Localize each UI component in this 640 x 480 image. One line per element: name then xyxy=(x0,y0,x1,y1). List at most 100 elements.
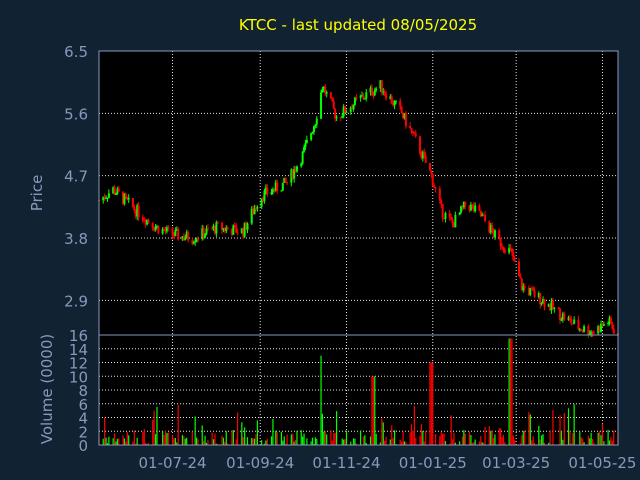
volume-bar xyxy=(365,442,367,445)
volume-bar xyxy=(600,435,602,445)
candle-body xyxy=(557,307,560,309)
candle-body xyxy=(195,238,198,242)
volume-bar xyxy=(463,430,465,445)
volume-bar xyxy=(266,438,268,445)
candle-body xyxy=(540,303,543,305)
volume-bar xyxy=(280,431,283,445)
candle-body xyxy=(414,133,417,137)
candle-body xyxy=(513,259,516,262)
volume-bar xyxy=(335,411,338,445)
candle-body xyxy=(392,103,395,106)
candle-body xyxy=(519,276,522,279)
volume-bar xyxy=(252,438,254,445)
candle-body xyxy=(290,169,293,183)
candle-body xyxy=(563,313,566,320)
volume-bar xyxy=(542,434,544,445)
volume-bar xyxy=(118,438,120,445)
candle-body xyxy=(550,301,553,311)
candle-body xyxy=(232,225,235,235)
candle-body xyxy=(393,101,396,106)
candle-body xyxy=(221,222,224,231)
candle-body xyxy=(242,228,245,237)
candle-body xyxy=(363,98,366,100)
volume-bar xyxy=(570,443,572,445)
candle-body xyxy=(202,228,205,238)
price-candles xyxy=(98,80,619,338)
volume-bar xyxy=(352,438,355,445)
candle-body xyxy=(235,225,238,233)
candle-body xyxy=(588,333,591,335)
volume-bar xyxy=(331,440,333,445)
candle-body xyxy=(212,225,215,229)
candle-body xyxy=(413,133,416,135)
candle-body xyxy=(489,225,492,233)
candle-body xyxy=(518,261,521,277)
candle-body xyxy=(294,168,297,172)
volume-bar xyxy=(153,410,155,445)
volume-bar xyxy=(488,426,490,445)
candle-body xyxy=(123,194,126,204)
candle-body xyxy=(601,323,604,326)
candle-body xyxy=(602,323,605,326)
volume-bar xyxy=(282,440,284,445)
volume-bar xyxy=(246,437,249,445)
candle-body xyxy=(342,106,345,117)
volume-bar xyxy=(401,441,403,445)
volume-bar xyxy=(393,430,396,445)
candle-body xyxy=(181,236,184,240)
candle-body xyxy=(423,152,426,156)
volume-bar xyxy=(354,438,356,445)
candle-body xyxy=(454,214,457,228)
volume-bar xyxy=(508,338,510,445)
volume-bar xyxy=(529,414,531,445)
volume-bar xyxy=(166,433,168,445)
volume-bar xyxy=(587,435,589,445)
candle-body xyxy=(271,188,274,193)
candle-body xyxy=(587,326,590,335)
volume-bar xyxy=(483,442,485,445)
volume-bar xyxy=(563,412,565,445)
candle-body xyxy=(590,331,593,334)
candle-body xyxy=(379,80,382,89)
volume-bar xyxy=(444,441,447,445)
volume-bar xyxy=(559,415,561,445)
candle-body xyxy=(303,147,306,152)
volume-bar xyxy=(372,376,374,445)
candle-body xyxy=(314,124,317,127)
candle-body xyxy=(523,285,526,288)
volume-bar xyxy=(607,429,609,445)
candle-body xyxy=(177,229,180,240)
candle-body xyxy=(450,216,453,220)
volume-bar xyxy=(601,423,604,445)
candle-body xyxy=(171,227,174,236)
candle-body xyxy=(216,222,219,224)
volume-bar xyxy=(212,439,215,445)
candle-body xyxy=(421,152,424,159)
volume-tick-label: 4 xyxy=(78,410,88,428)
candle-body xyxy=(469,204,472,211)
volume-bar xyxy=(522,431,524,445)
candle-body xyxy=(499,237,502,247)
candle-body xyxy=(245,222,248,230)
candle-body xyxy=(281,182,284,191)
candle-body xyxy=(311,132,314,134)
volume-bar xyxy=(195,437,198,445)
volume-bar xyxy=(326,434,328,445)
date-tick-label: 01-05-25 xyxy=(568,454,636,472)
candle-body xyxy=(492,230,495,237)
volume-bar xyxy=(484,426,486,445)
volume-bar xyxy=(419,435,421,445)
candle-body xyxy=(598,326,601,332)
candle-body xyxy=(205,228,208,235)
candle-body xyxy=(253,208,256,214)
candle-body xyxy=(187,232,190,241)
volume-bar xyxy=(442,433,444,445)
candle-body xyxy=(325,92,328,94)
volume-bar xyxy=(343,439,345,445)
volume-bar xyxy=(399,439,401,445)
volume-bar xyxy=(321,413,324,445)
candle-body xyxy=(144,220,147,225)
candle-body xyxy=(153,228,156,231)
candle-body xyxy=(211,228,214,230)
